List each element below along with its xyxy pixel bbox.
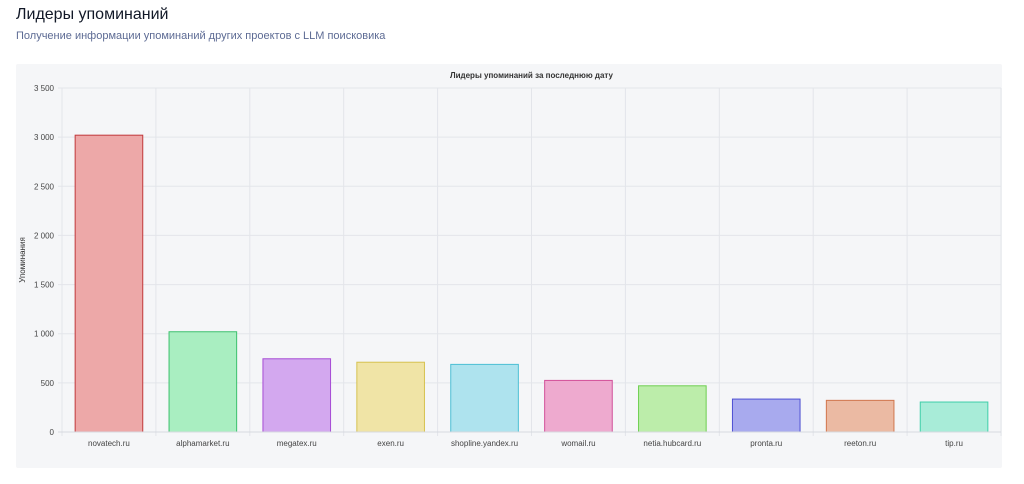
x-tick-label: tip.ru [945, 439, 963, 448]
y-tick-label: 3 000 [34, 133, 55, 142]
chart-title: Лидеры упоминаний за последнюю дату [450, 71, 614, 80]
bar-tip-ru [919, 401, 989, 433]
x-tick-label: pronta.ru [750, 439, 782, 448]
bar-exen-ru [356, 361, 425, 433]
x-tick-label: womail.ru [560, 439, 595, 448]
y-axis-title: Упоминания [18, 237, 27, 283]
x-tick-label: novatech.ru [88, 439, 130, 448]
x-tick-label: shopline.yandex.ru [451, 439, 518, 448]
bar-alphamarket-ru [168, 331, 238, 433]
page-title: Лидеры упоминаний [16, 6, 169, 23]
x-tick-label: megatex.ru [277, 439, 317, 448]
bar-megatex-ru [262, 358, 332, 433]
bar-reeton-ru [825, 399, 895, 433]
y-tick-label: 1 500 [34, 281, 55, 290]
bar-womail-ru [544, 379, 613, 433]
bar-shopline-yandex-ru [450, 363, 519, 433]
y-tick-label: 0 [50, 428, 55, 437]
x-tick-label: netia.hubcard.ru [643, 439, 701, 448]
y-tick-label: 2 500 [34, 182, 55, 191]
x-tick-label: reeton.ru [844, 439, 876, 448]
x-tick-label: exen.ru [377, 439, 404, 448]
x-tick-label: alphamarket.ru [176, 439, 229, 448]
bar-novatech-ru [74, 134, 144, 433]
chart-card: Лидеры упоминаний за последнюю дату 0 500 1… [16, 64, 1002, 468]
bar-pronta-ru [731, 398, 801, 433]
y-tick-label: 1 000 [34, 330, 55, 339]
bar-netia-hubcard-ru [638, 385, 707, 433]
page-subtitle: Получение информации упоминаний других п… [16, 30, 386, 42]
y-tick-label: 500 [41, 379, 55, 388]
y-tick-label: 3 500 [34, 84, 55, 93]
bar-chart: Лидеры упоминаний за последнюю дату 0 500 1… [18, 71, 1002, 448]
y-tick-label: 2 000 [34, 231, 55, 240]
